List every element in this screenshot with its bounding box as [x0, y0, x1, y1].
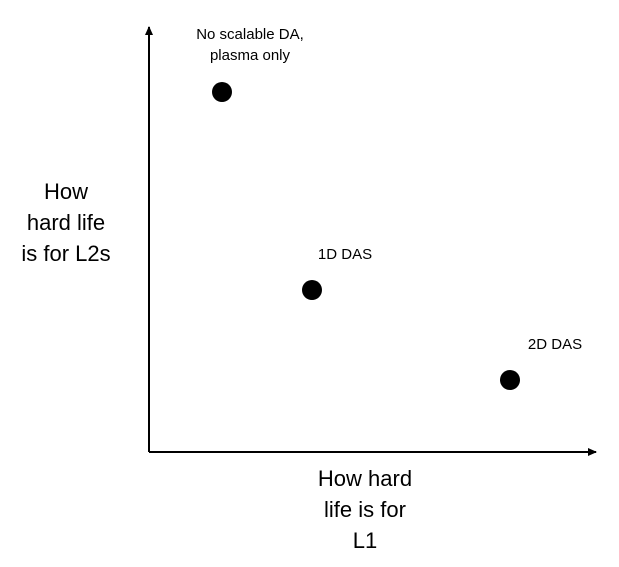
- point-label-1d-das: 1D DAS: [317, 246, 373, 263]
- point-label-2d-das: 2D DAS: [527, 336, 583, 353]
- point-2d-das: [500, 370, 520, 390]
- point-label-no-scalable-da: No scalable DA, plasma only: [196, 26, 304, 64]
- point-no-scalable-da: [212, 82, 232, 102]
- y-axis-label: How hard life is for L2s: [21, 179, 111, 266]
- point-1d-das: [302, 280, 322, 300]
- x-axis-label: How hard life is for L1: [317, 466, 413, 553]
